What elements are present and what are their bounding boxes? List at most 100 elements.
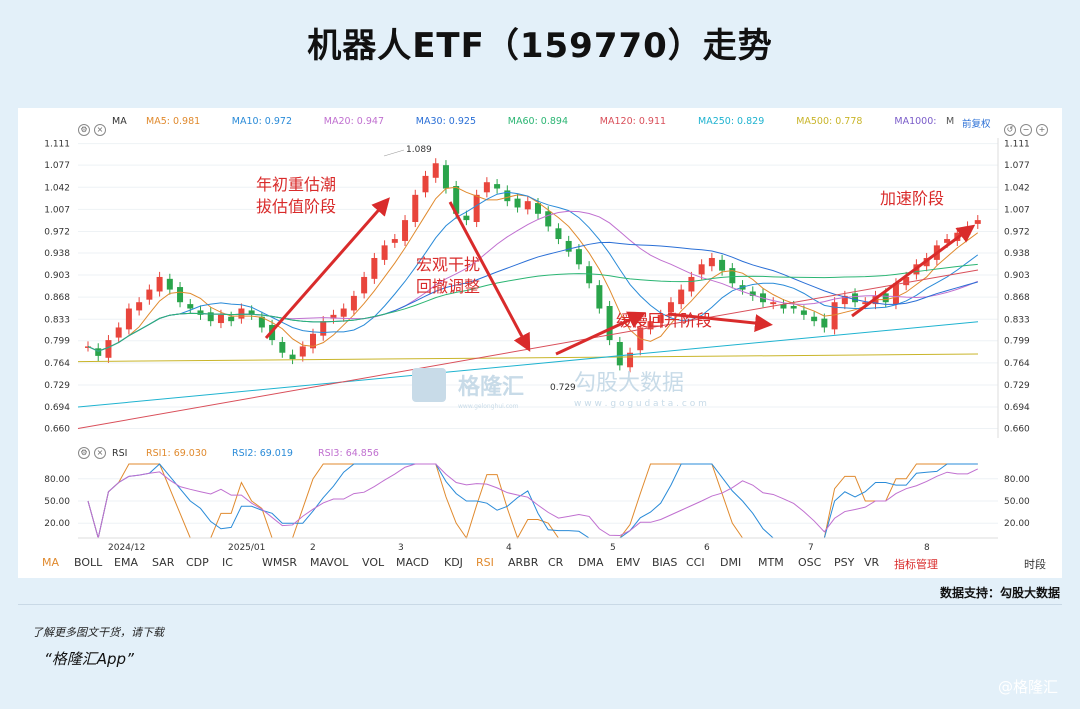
ma-line [87, 186, 979, 352]
y-tick-left: 0.938 [44, 249, 70, 259]
page-title: 机器人ETF（159770）走势 [307, 26, 773, 66]
rsi-close-icon[interactable]: × [94, 447, 106, 459]
indicator-4[interactable]: CDP [186, 556, 209, 569]
adjust-label[interactable]: 前复权 [962, 119, 991, 130]
download-hint: 了解更多图文干货，请下载 [32, 626, 164, 639]
candle-body [678, 289, 685, 305]
indicator-1[interactable]: BOLL [74, 556, 103, 569]
m-label: M [946, 116, 955, 127]
rsi-toolbar: ⚙ × RSI RSI1: 69.030 RSI2: 69.019 RSI3: 64… [18, 442, 1062, 462]
rsi-line [87, 463, 978, 540]
candle-body [627, 352, 634, 368]
candle-body [248, 310, 255, 315]
candle-body [310, 333, 316, 349]
rsi-item-2: RSI3: 64.856 [318, 448, 379, 459]
annotation-text-1: 宏观干扰 [416, 255, 480, 274]
candle-body [330, 314, 337, 319]
x-tick: 2024/12 [108, 543, 145, 552]
candle-body [299, 346, 306, 357]
ma-toolbar: ⚙ × MA MA5: 0.981 MA10: 0.972 MA20: 0.947 M… [18, 108, 1062, 136]
app-name: “格隆汇App” [44, 650, 134, 668]
rsi-tick-left: 80.00 [44, 475, 70, 485]
candle-body [719, 259, 726, 271]
rsi-label: RSI [112, 448, 128, 459]
watermark-gogudata: 勾股大数据 [574, 371, 684, 396]
indicator-19[interactable]: MTM [758, 556, 784, 569]
y-tick-left: 0.868 [44, 293, 70, 303]
indicator-16[interactable]: BIAS [652, 556, 678, 569]
candle-body [371, 258, 378, 279]
y-tick-left: 0.799 [44, 337, 70, 347]
indicator-11[interactable]: RSI [476, 556, 494, 569]
indicator-9[interactable]: MACD [396, 556, 429, 569]
rsi-settings-icon[interactable]: ⚙ [78, 447, 90, 459]
indicator-0[interactable]: MA [42, 556, 60, 569]
watermark-logo [412, 368, 446, 402]
high-leader [383, 149, 405, 157]
ma250-line [77, 321, 979, 408]
candle-body [197, 310, 204, 315]
candle-body [85, 346, 91, 348]
indicator-12[interactable]: ARBR [508, 556, 539, 569]
indicator-21[interactable]: PSY [834, 556, 855, 569]
rsi-tick-right: 20.00 [1004, 519, 1030, 529]
y-tick-right: 0.764 [1004, 359, 1030, 369]
indicator-7[interactable]: MAVOL [310, 556, 349, 569]
ma-label: MA [112, 116, 127, 127]
indicator-5[interactable]: IC [222, 556, 233, 569]
indicator-23[interactable]: 指标管理 [894, 558, 938, 571]
rsi-tick-left: 50.00 [44, 497, 70, 507]
y-tick-right: 0.660 [1004, 425, 1030, 435]
indicator-13[interactable]: CR [548, 556, 564, 569]
candle-body [729, 268, 736, 284]
indicator-6[interactable]: WMSR [262, 556, 297, 569]
candle-body [483, 182, 490, 193]
indicator-22[interactable]: VR [864, 556, 880, 569]
indicator-3[interactable]: SAR [152, 556, 175, 569]
y-tick-right: 0.868 [1004, 293, 1030, 303]
candle-body [146, 289, 153, 300]
indicator-bar: MA BOLL EMA SAR CDP IC WMSR MAVOL VOL MACD KDJ RSI A… [18, 554, 1062, 576]
y-tick-left: 1.111 [44, 140, 70, 150]
candle-body [177, 287, 184, 303]
candle-body [790, 306, 797, 309]
candle-body [606, 306, 613, 341]
indicator-18[interactable]: DMI [720, 556, 742, 569]
candle-body [944, 239, 951, 243]
candle-body [402, 220, 409, 241]
indicator-17[interactable]: CCI [686, 556, 705, 569]
candle-body [473, 194, 480, 222]
y-tick-right: 0.972 [1004, 227, 1030, 237]
indicator-14[interactable]: DMA [578, 556, 604, 569]
rsi-item-0: RSI1: 69.030 [146, 448, 207, 459]
indicator-20[interactable]: OSC [798, 556, 822, 569]
ma-item-3: MA30: 0.925 [415, 116, 476, 127]
candle-body [524, 201, 531, 210]
indicator-24[interactable]: 时段 [1024, 558, 1046, 571]
candle-body [504, 190, 511, 202]
candle-body [575, 249, 582, 265]
rsi-tick-left: 20.00 [44, 519, 70, 529]
candle-body [545, 211, 552, 227]
chart-panel: ⚙ × MA MA5: 0.981 MA10: 0.972 MA20: 0.947 M… [18, 108, 1062, 578]
indicator-2[interactable]: EMA [114, 556, 138, 569]
candle-body [361, 276, 368, 294]
y-tick-left: 1.077 [44, 161, 70, 171]
divider [18, 604, 1062, 605]
indicator-10[interactable]: KDJ [444, 556, 463, 569]
y-tick-left: 0.903 [44, 271, 70, 281]
ma-line [87, 263, 978, 352]
y-tick-left: 1.042 [44, 183, 70, 193]
y-tick-left: 0.764 [44, 359, 70, 369]
annotation-text-0: 年初重估潮 [256, 175, 336, 194]
candle-body [821, 318, 828, 328]
x-tick: 4 [506, 543, 512, 552]
indicator-15[interactable]: EMV [616, 556, 640, 569]
candle-body [586, 266, 593, 284]
candle-body [708, 258, 715, 267]
candle-body [422, 175, 429, 193]
candle-body [800, 310, 807, 315]
y-tick-right: 1.077 [1004, 161, 1030, 171]
indicator-8[interactable]: VOL [362, 556, 385, 569]
candle-body [217, 314, 224, 324]
